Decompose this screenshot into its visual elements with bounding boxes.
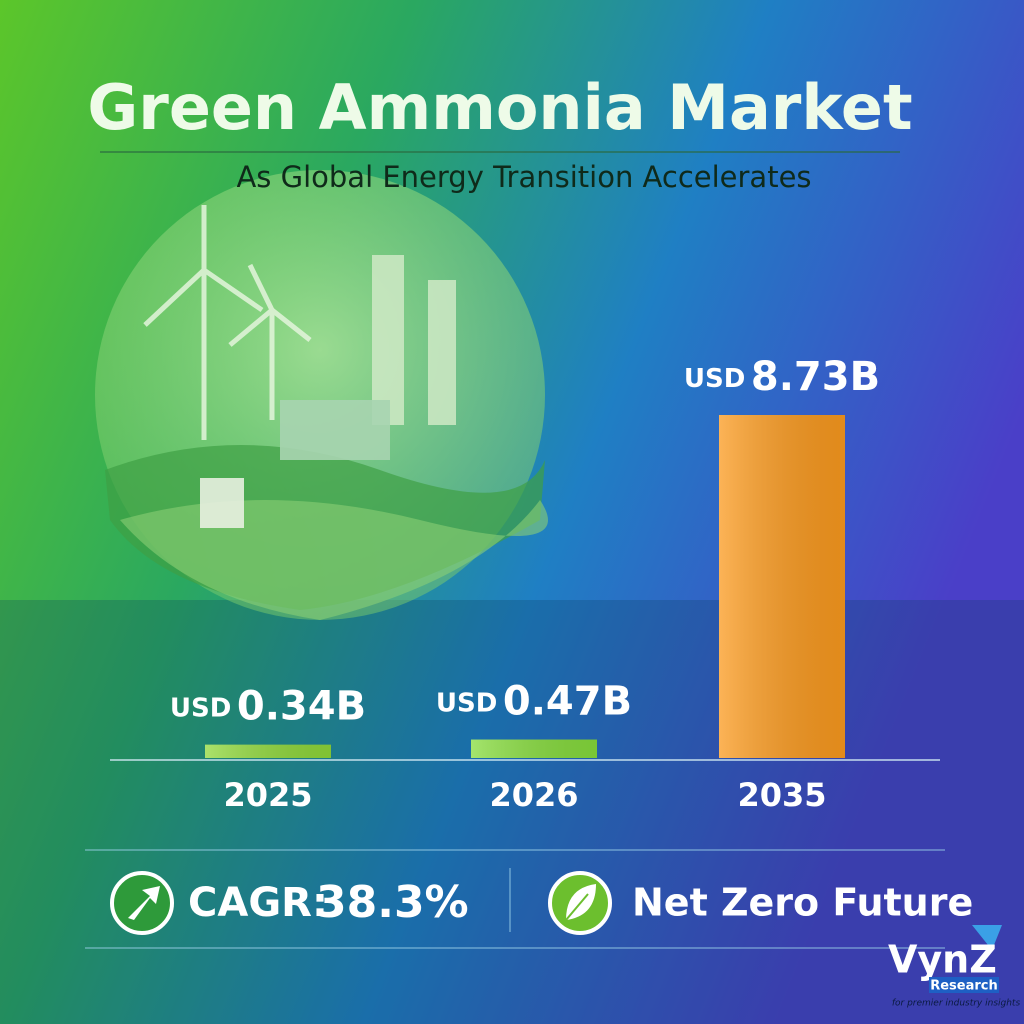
value-amount: 0.34B: [237, 684, 366, 730]
cagr-label: CAGR:: [188, 880, 328, 926]
x-tick-label: 2026: [489, 776, 578, 814]
logo-name: VynZ: [888, 938, 997, 982]
bars: USD 0.34B 2025 USD 0.47B 2026 USD 8.73B 2035: [170, 354, 880, 814]
value-amount: 0.47B: [503, 679, 632, 725]
leaf-icon: [548, 871, 612, 935]
highlight-label: Net Zero Future: [632, 881, 973, 925]
value-currency: USD: [170, 693, 231, 723]
subtitle: As Global Energy Transition Accelerates: [236, 160, 811, 194]
background-shade: [0, 600, 1024, 1024]
value-label: USD 0.34B: [170, 684, 366, 730]
bar-sheen: [471, 739, 597, 758]
logo: VynZ Research for premier industry insig…: [888, 925, 1020, 1009]
logo-sub: Research: [930, 979, 998, 994]
cagr-value: 38.3%: [316, 877, 469, 928]
title: Green Ammonia Market: [87, 71, 912, 144]
value-label: USD 0.47B: [436, 679, 632, 725]
logo-tagline: for premier industry insights: [892, 999, 1021, 1009]
illustration: [95, 170, 548, 620]
bar-sheen: [205, 744, 331, 758]
x-tick-label: 2035: [737, 776, 826, 814]
bar-sheen: [719, 415, 845, 758]
x-tick-label: 2025: [223, 776, 312, 814]
value-label: USD 8.73B: [684, 354, 880, 400]
value-currency: USD: [436, 688, 497, 718]
value-currency: USD: [684, 364, 745, 394]
cagr-icon: [110, 871, 174, 935]
value-amount: 8.73B: [751, 354, 880, 400]
